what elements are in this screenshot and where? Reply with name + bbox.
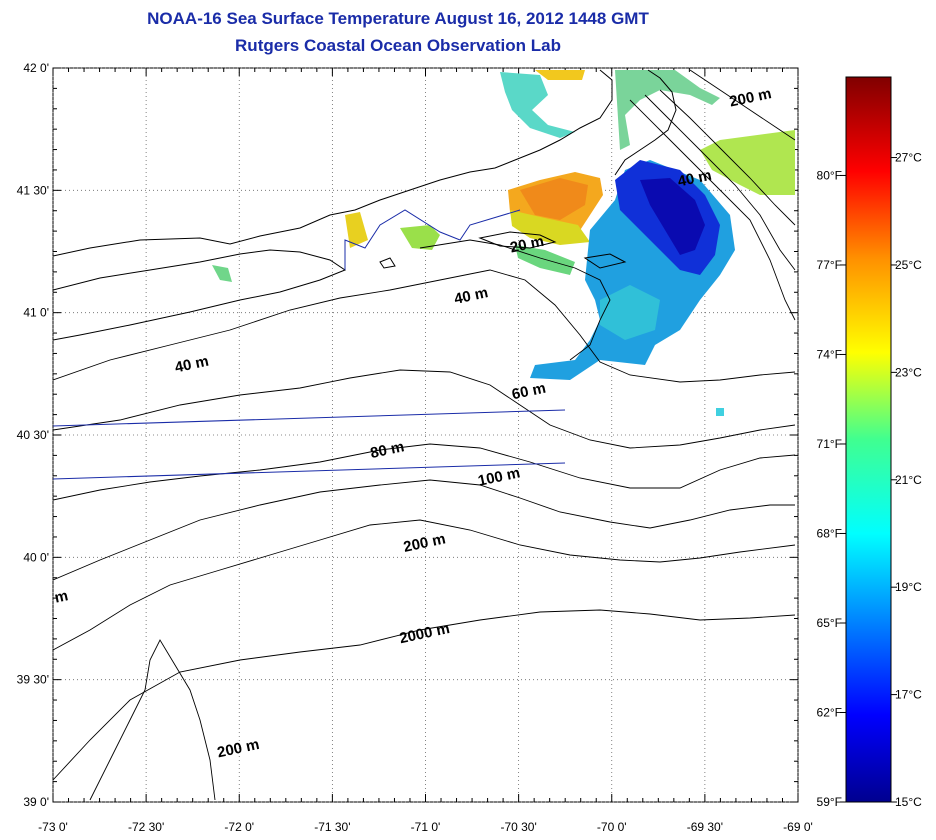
isobath-20m bbox=[419, 239, 611, 361]
colorbar-labels: 27°C 25°C 23°C 21°C 19°C 17°C 15°C 80°F 77°F 74°F… bbox=[817, 151, 923, 809]
isobath-100m bbox=[53, 479, 795, 581]
lon-label: -71 0' bbox=[411, 820, 441, 834]
celsius-label: 27°C bbox=[895, 151, 922, 165]
fahrenheit-label: 71°F bbox=[817, 437, 842, 451]
sst-patch-east-green bbox=[700, 130, 795, 195]
sst-patch-ri-yellow bbox=[345, 212, 368, 248]
celsius-label: 23°C bbox=[895, 365, 922, 379]
track-ri bbox=[344, 209, 521, 270]
axis-labels: 42 0' 41 30' 41 0' 40 30' 40 0' 39 30' 39 0' -7… bbox=[17, 61, 813, 834]
sst-patch-orange-core bbox=[520, 178, 588, 220]
track-line-2 bbox=[53, 462, 566, 480]
lon-label: -70 0' bbox=[597, 820, 627, 834]
lon-label: -69 30' bbox=[687, 820, 723, 834]
isobath-gulf-maine bbox=[629, 99, 796, 321]
lat-label: 42 0' bbox=[23, 61, 49, 75]
isobath-60m bbox=[53, 369, 796, 449]
isobath-200m bbox=[53, 519, 796, 651]
map-title: NOAA-16 Sea Surface Temperature August 1… bbox=[147, 9, 649, 28]
lon-label: -71 30' bbox=[314, 820, 350, 834]
sst-patch-ri-green bbox=[400, 225, 440, 250]
lon-label: -70 30' bbox=[500, 820, 536, 834]
isobath-80m bbox=[53, 443, 796, 501]
fahrenheit-label: 77°F bbox=[817, 258, 842, 272]
coastline-martha bbox=[478, 231, 557, 249]
isobath-ne-200 bbox=[689, 69, 796, 141]
lon-label: -69 0' bbox=[783, 820, 813, 834]
isobath-200m-canyon bbox=[89, 639, 216, 801]
coastline-block-island bbox=[379, 257, 396, 269]
coastline-mainland bbox=[53, 69, 613, 257]
sst-patch-north-yellow bbox=[535, 70, 585, 80]
celsius-label: 17°C bbox=[895, 688, 922, 702]
contour-label: 20 m bbox=[509, 233, 546, 257]
celsius-label: 19°C bbox=[895, 580, 922, 594]
contour-label: 40 m bbox=[676, 167, 713, 191]
sst-patch-gulfofmaine bbox=[615, 70, 720, 150]
lat-label: 41 0' bbox=[23, 306, 49, 320]
coastline-cape-cod bbox=[614, 69, 677, 176]
sst-patch-yellow-edge bbox=[510, 210, 590, 245]
map-subtitle: Rutgers Coastal Ocean Observation Lab bbox=[235, 36, 561, 55]
bathymetry bbox=[53, 69, 796, 801]
sst-patch-deep-blue bbox=[640, 178, 705, 255]
celsius-label: 21°C bbox=[895, 473, 922, 487]
celsius-label: 25°C bbox=[895, 258, 922, 272]
lon-label: -73 0' bbox=[38, 820, 68, 834]
sst-patch-south-green bbox=[515, 245, 575, 275]
track-line-1 bbox=[53, 409, 566, 427]
colorbar bbox=[845, 76, 892, 803]
fahrenheit-label: 62°F bbox=[817, 705, 842, 719]
lat-label: 39 0' bbox=[23, 795, 49, 809]
survey-tracks bbox=[53, 209, 566, 480]
sst-data bbox=[212, 70, 795, 416]
contour-label: m bbox=[53, 587, 70, 606]
coastline-nantucket bbox=[583, 253, 627, 269]
contour-label: 40 m bbox=[173, 353, 210, 377]
lat-label: 40 30' bbox=[17, 428, 49, 442]
fahrenheit-label: 74°F bbox=[817, 347, 842, 361]
sst-patch-teal-edge bbox=[600, 285, 660, 340]
sst-patch-li-green bbox=[212, 265, 232, 282]
celsius-label: 15°C bbox=[895, 795, 922, 809]
lat-label: 40 0' bbox=[23, 550, 49, 564]
isobath-2000m bbox=[53, 609, 796, 781]
lon-label: -72 0' bbox=[224, 820, 254, 834]
isobath-gulf-maine-3 bbox=[659, 89, 796, 226]
contour-label: 40 m bbox=[453, 284, 490, 308]
sst-patch-capecod-bay bbox=[500, 72, 575, 138]
fahrenheit-label: 80°F bbox=[817, 168, 842, 182]
frame-ticks bbox=[52, 67, 799, 803]
sst-patch-speck bbox=[716, 408, 724, 416]
lon-label: -72 30' bbox=[128, 820, 164, 834]
contour-label: 80 m bbox=[369, 438, 406, 462]
fahrenheit-label: 65°F bbox=[817, 616, 842, 630]
isobath-40m-north bbox=[53, 269, 796, 383]
contour-label: 60 m bbox=[510, 380, 547, 404]
coastline-long-island bbox=[53, 249, 347, 341]
coastline bbox=[53, 69, 677, 341]
fahrenheit-label: 68°F bbox=[817, 526, 842, 540]
fahrenheit-label: 59°F bbox=[817, 795, 842, 809]
lat-label: 41 30' bbox=[17, 183, 49, 197]
isobath-gulf-maine-2 bbox=[644, 94, 796, 271]
lat-label: 39 30' bbox=[17, 673, 49, 687]
